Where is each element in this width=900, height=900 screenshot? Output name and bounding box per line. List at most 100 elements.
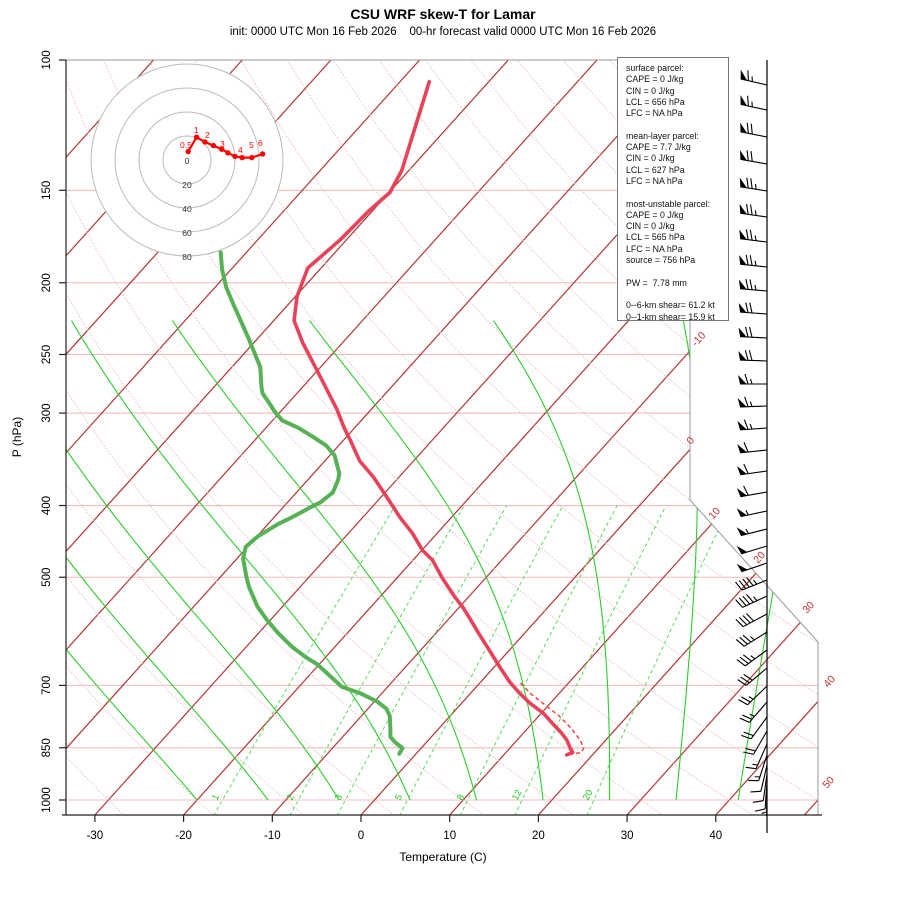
parcel-info-line: CIN = 0 J/kg [626,85,675,96]
wind-barb [739,229,768,243]
dewpoint-curve [218,250,405,756]
wind-barb [739,254,768,268]
hodograph-height-label: 4 [238,145,243,155]
y-tick-label: 500 [41,568,53,587]
parcel-info-line: LCL = 565 hPa [626,232,685,243]
mixing-ratio-label: 12 [510,788,525,803]
wind-barb [738,279,768,292]
parcel-info-line: CAPE = 0 J/kg [626,209,684,220]
wind-barb [740,150,768,165]
hodograph-height-label: 3 [220,139,225,149]
axis-ticks: -30 -20 -10 0 10 20 30 401001502002503004005007… [41,50,722,842]
wind-barb [737,667,768,686]
wind-barb [737,419,768,431]
parcel-info-line: LCL = 656 hPa [626,96,685,107]
wind-barb [737,463,768,476]
hodograph-trace [187,135,263,159]
wind-barb [741,716,768,740]
isotherm-label: 30 [800,599,817,616]
temperature-curve [292,79,575,757]
wind-barb [735,577,768,591]
x-tick-label: 10 [443,830,456,842]
hodograph-height-label: 5 [249,140,254,150]
wind-barb [740,95,768,111]
parcel-info-line: mean-layer parcel: [626,130,699,141]
wind-barb [737,396,768,408]
y-tick-label: 1000 [41,787,53,813]
hodograph-ring [138,111,236,209]
wind-barb [740,122,768,138]
wind-barb [736,485,768,498]
isotherm-label: 0 [684,435,697,447]
wind-barb [738,302,768,315]
wind-barb [748,754,768,782]
hodograph-ring-label: 0 [185,156,190,166]
wind-barb [738,326,768,339]
isotherm-label: -10 [689,330,708,349]
y-tick-label: 700 [41,676,53,695]
isotherm-label: 40 [821,673,838,690]
y-tick-label: 250 [41,345,53,364]
wind-barb [735,631,768,647]
mixing-ratio-label: 8 [455,793,467,803]
isotherm-label: 10 [706,505,723,522]
plot-frame [62,59,822,816]
hodograph-ring [162,135,212,185]
wind-barb [738,373,767,385]
y-tick-label: 300 [41,403,53,422]
y-tick-label: 100 [41,50,53,69]
wind-barb [735,613,768,628]
wind-barb [761,788,768,817]
parcel-info-line [626,119,728,130]
hodograph-ring-label: 80 [182,252,192,262]
parcel-info-line: CIN = 0 J/kg [626,153,675,164]
parcel-info-line: LCL = 627 hPa [626,164,685,175]
wind-barb [739,177,768,192]
parcel-info-line: CIN = 0 J/kg [626,221,675,232]
parcel-info-line: 0--6-km shear= 61.2 kt [626,300,715,311]
wind-barb [740,69,768,86]
x-tick-label: -30 [87,830,104,842]
parcel-info-line [626,289,728,300]
hodograph-ring-label: 40 [182,204,192,214]
hodograph-ring [90,63,284,257]
mixing-ratio-label: 2 [285,793,297,803]
parcel-info-line: 0--1-km shear= 15.9 kt [626,311,715,322]
hodograph-ring-label: 20 [182,180,192,190]
wind-barb [737,442,768,454]
sounding-curves [218,79,585,757]
wind-barb [739,203,768,218]
hodograph-ring-label: 60 [182,228,192,238]
wind-barb [738,350,768,362]
wind-barb [736,649,768,667]
wind-barb [750,764,768,793]
parcel-info-box: surface parcel: CAPE = 0 J/kg CIN = 0 J/kg… [617,57,729,322]
parcel-info-line [626,266,728,277]
x-tick-label: 20 [532,830,545,842]
x-tick-label: 0 [358,830,364,842]
chart-title: CSU WRF skew-T for Lamar [350,6,536,22]
wind-barb-column [735,60,768,833]
wind-barb [752,773,768,803]
chart-subtitle: init: 0000 UTC Mon 16 Feb 2026 00-hr for… [229,26,657,38]
wind-barb [738,685,768,706]
isotherm-label: 50 [820,774,837,791]
parcel-info-line: LFC = NA hPa [626,108,683,119]
parcel-info-line [626,187,728,198]
x-tick-label: -10 [264,830,281,842]
parcel-info-line: CAPE = 0 J/kg [626,74,684,85]
mixing-ratio-label: 1 [210,793,222,803]
parcel-info-line: CAPE = 7.7 J/kg [626,142,691,153]
wind-barb [745,743,768,770]
parcel-info-line: LFC = NA hPa [626,243,683,254]
y-tick-label: 400 [41,496,53,515]
wind-barb [736,508,768,518]
mixing-ratio-label: 20 [581,788,596,803]
hodograph-height-label: 1 [194,125,199,135]
mixing-ratio-label: 5 [393,793,405,803]
x-tick-label: -20 [175,830,192,842]
wind-barb [736,527,768,537]
